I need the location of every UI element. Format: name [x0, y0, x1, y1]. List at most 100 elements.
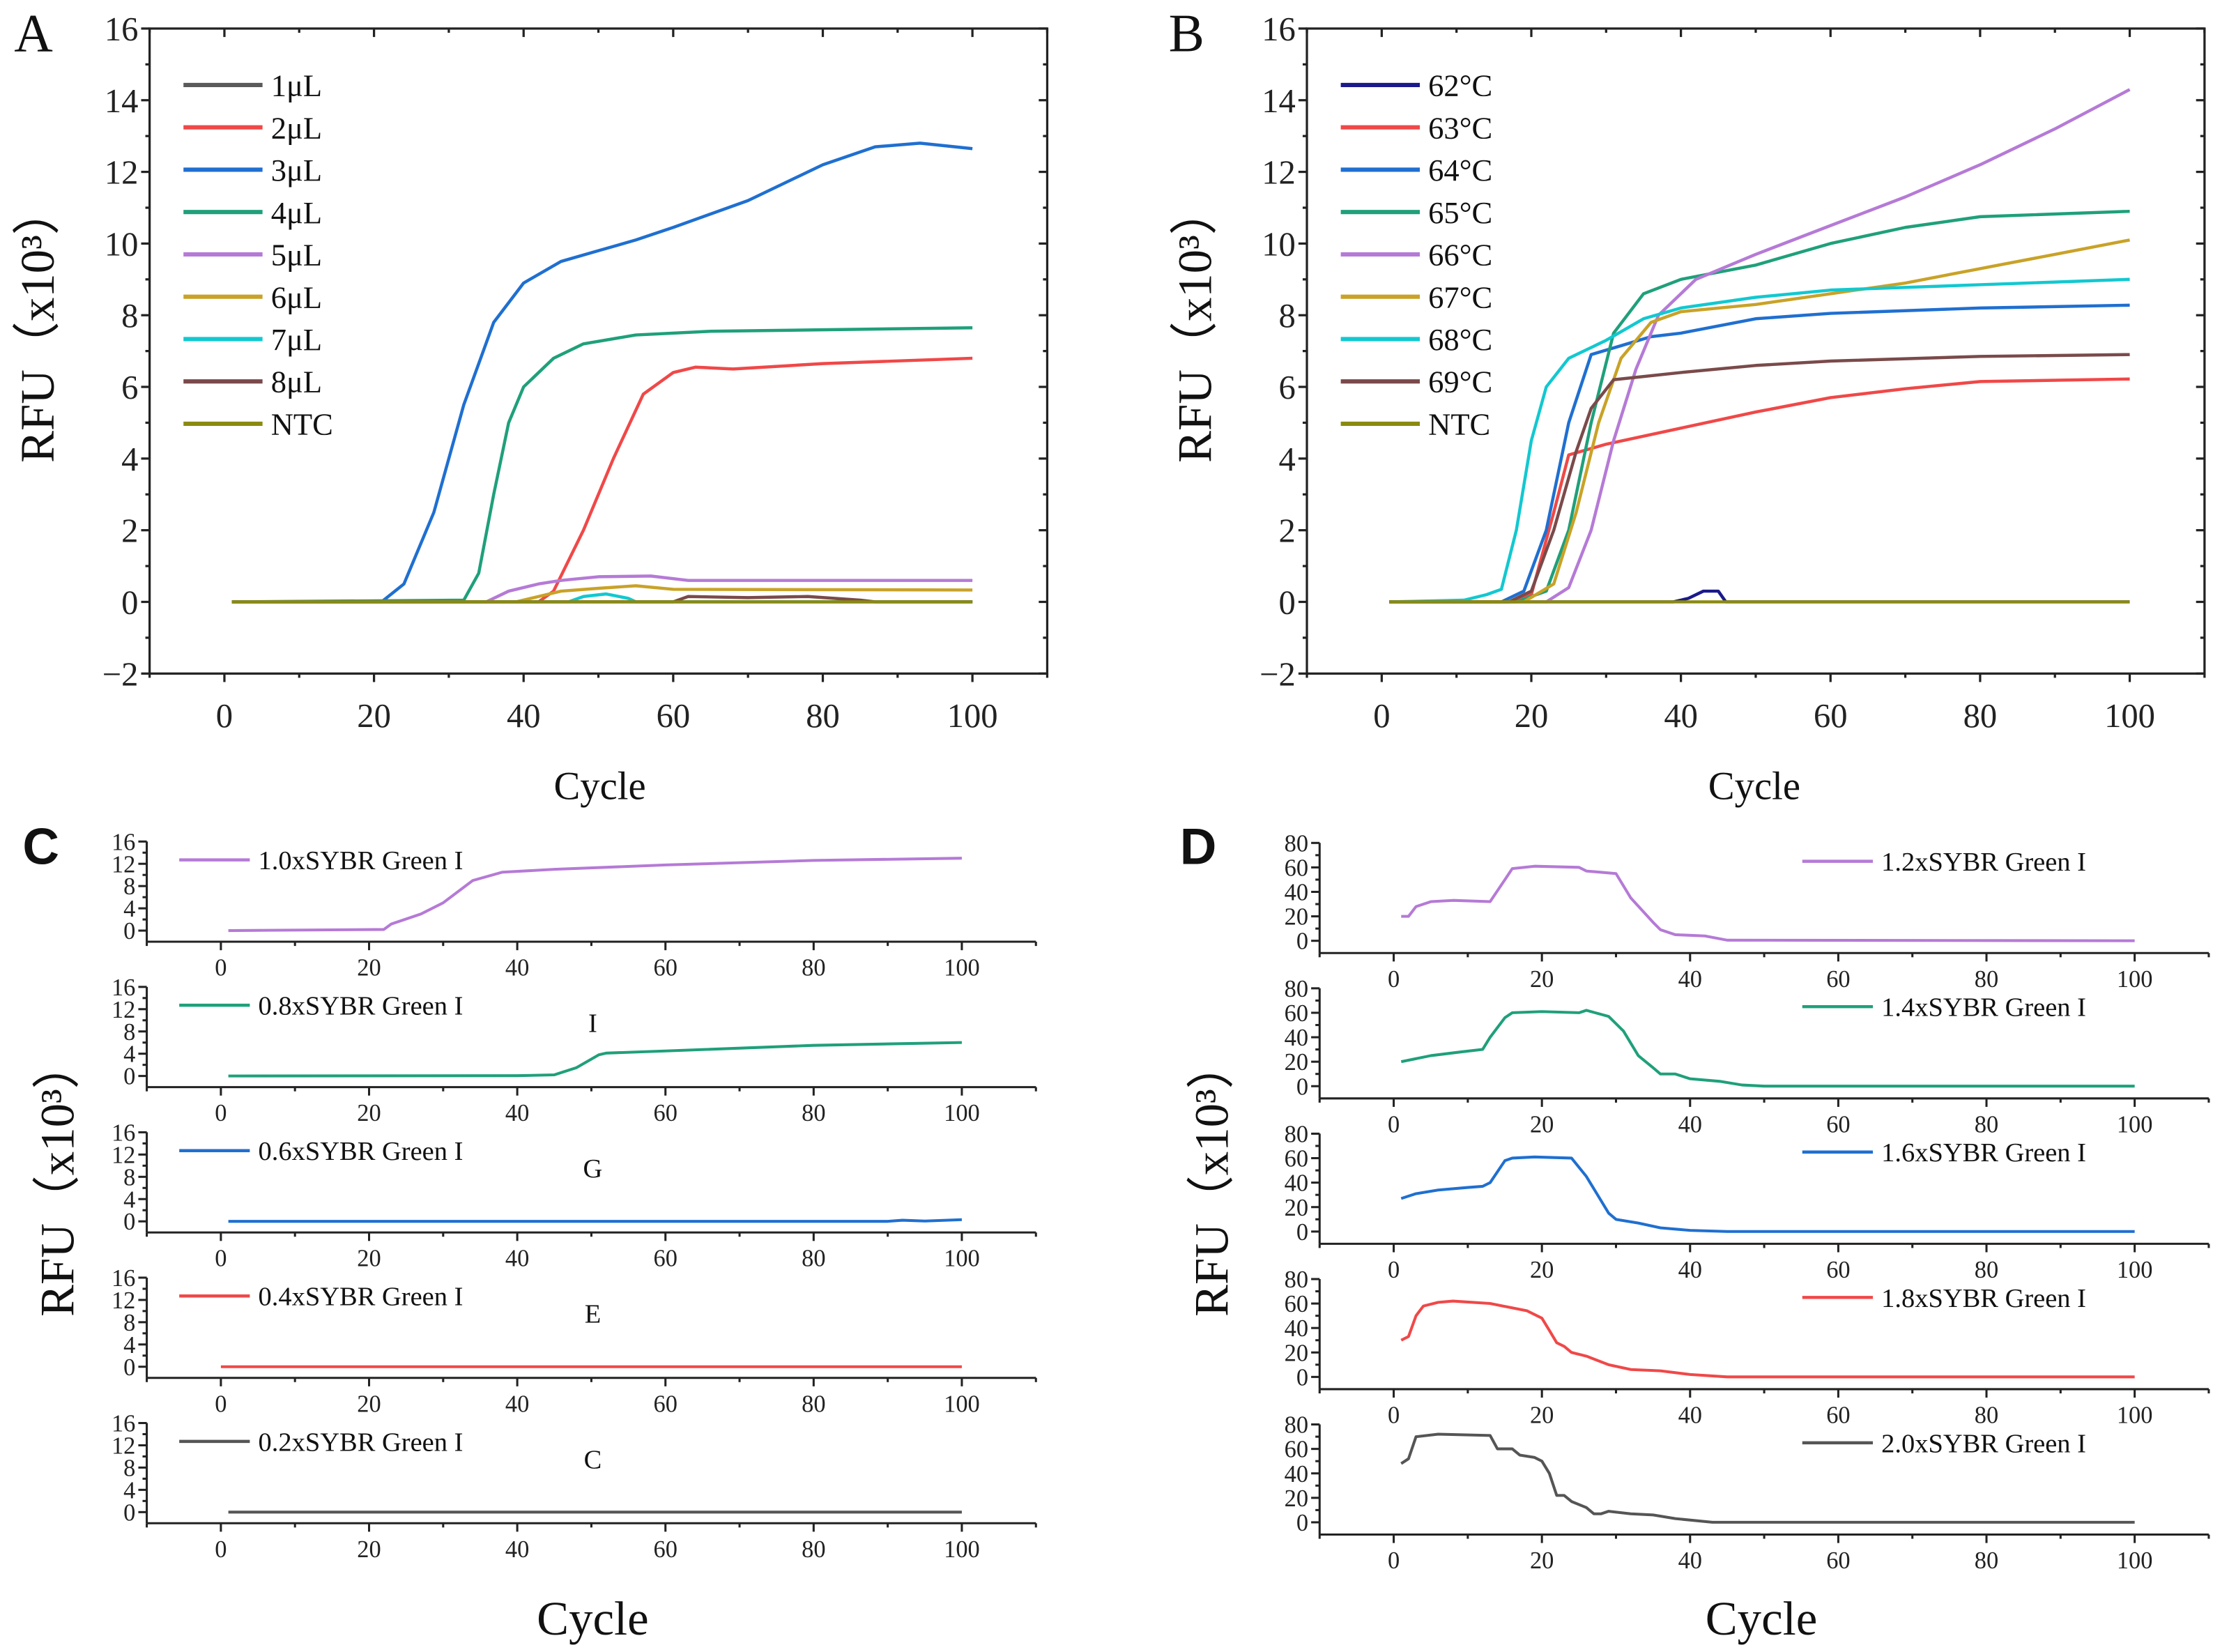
panel-label: D [1180, 819, 1217, 875]
x-tick-label: 20 [357, 1246, 381, 1272]
y-axis-label: RFU（x10³） [1168, 187, 1221, 462]
y-tick-label: 0 [1296, 1219, 1308, 1246]
y-tick-label: 0 [123, 918, 135, 944]
legend-label: NTC [1428, 407, 1490, 442]
y-tick-label: 0 [123, 1354, 135, 1381]
x-tick-label: 40 [1678, 1257, 1702, 1283]
x-tick-label: 100 [947, 697, 998, 735]
y-tick-label: 12 [112, 997, 135, 1023]
panel-a: 0 20 40 60 80 100 −2 0 2 4 6 8 10 12 14 16 A RFU（x10³） Cyc… [11, 3, 1049, 809]
x-tick-label: 100 [2104, 697, 2155, 735]
x-tick-label: 0 [1388, 1257, 1400, 1283]
series-line-5 [1389, 88, 2131, 604]
x-tick-label: 60 [657, 697, 691, 735]
y-tick-label: 40 [1285, 1025, 1308, 1051]
y-tick-label: 2 [1279, 512, 1296, 550]
legend: 1μL 2μL 3μL 4μL 5μL 6μL 7μL 8μL NTC [183, 68, 333, 442]
legend-label: 0.8xSYBR Green I [259, 992, 464, 1021]
x-tick-label: 100 [944, 1246, 980, 1272]
y-tick-label: 6 [1279, 369, 1296, 406]
series-line-1 [1400, 1299, 2135, 1379]
y-tick-label: 8 [123, 1310, 135, 1336]
y-tick-label: 40 [1285, 880, 1308, 906]
legend-label: 2μL [271, 110, 322, 145]
legend-label: 0.2xSYBR Green I [259, 1428, 464, 1457]
y-axis-label: RFU（x10³） [31, 1041, 84, 1316]
panel-b: 0 20 40 60 80 100 −2 0 2 4 6 8 10 12 14 16 B RFU（x10³） Cyc… [1168, 3, 2206, 809]
legend-label: 2.0xSYBR Green I [1881, 1429, 2086, 1458]
x-tick-label: 80 [1975, 966, 1998, 993]
y-tick-label: 16 [112, 974, 135, 1001]
series-line-2 [1389, 377, 2130, 604]
x-tick-label: 20 [357, 697, 391, 735]
y-tick-label: −2 [102, 655, 139, 693]
x-tick-label: 80 [802, 1246, 825, 1272]
y-tick-label: 0 [1296, 1073, 1308, 1100]
y-tick-label: 40 [1285, 1315, 1308, 1342]
y-tick-label: 16 [112, 1265, 135, 1292]
legend: 62°C 63°C 64°C 65°C 66°C 67°C 68°C 69°C NTC [1340, 68, 1492, 442]
x-tick-label: 100 [2117, 1547, 2153, 1574]
series-line-1 [1401, 864, 2135, 942]
y-tick-label: 16 [105, 10, 139, 48]
x-tick-label: 20 [357, 1100, 381, 1126]
y-tick-label: 16 [1262, 10, 1296, 48]
legend-label: 1.8xSYBR Green I [1881, 1284, 2086, 1313]
panel-label: B [1169, 3, 1204, 63]
panel-label: A [14, 3, 53, 63]
legend-label: 64°C [1428, 153, 1492, 188]
legend-label: 3μL [271, 153, 322, 188]
x-tick-label: 60 [1826, 1257, 1850, 1283]
legend-label: 1.2xSYBR Green I [1881, 848, 2086, 877]
legend-label: 69°C [1428, 365, 1492, 399]
series-line-6 [1389, 238, 2130, 604]
subplot-annotation: E [585, 1300, 602, 1329]
series-line-1 [228, 1218, 963, 1223]
y-tick-label: 16 [112, 1411, 135, 1437]
y-tick-label: 8 [123, 1164, 135, 1191]
x-tick-label: 40 [505, 1246, 529, 1272]
subplot-annotation: I [588, 1009, 597, 1039]
legend-label: 63°C [1428, 110, 1492, 145]
x-tick-label: 80 [802, 1536, 825, 1563]
y-tick-label: 20 [1285, 1485, 1308, 1512]
x-tick-label: 100 [2117, 1111, 2153, 1138]
y-tick-label: 4 [123, 1332, 135, 1359]
x-tick-label: 80 [802, 955, 825, 981]
x-tick-label: 60 [1826, 1547, 1850, 1574]
series-line-1 [228, 857, 962, 933]
y-tick-label: 0 [1296, 1364, 1308, 1391]
x-tick-label: 20 [1530, 1257, 1554, 1283]
series-line-1 [1400, 1155, 2135, 1233]
legend-label: 66°C [1428, 238, 1492, 273]
x-tick-label: 20 [1530, 1402, 1554, 1429]
legend-label: 62°C [1428, 68, 1492, 103]
legend-label: 1μL [271, 68, 322, 103]
x-axis-label: Cycle [553, 765, 645, 809]
x-tick-label: 20 [357, 1536, 381, 1563]
series-line-3 [231, 142, 973, 604]
x-tick-label: 80 [806, 697, 840, 735]
legend-label: 0.4xSYBR Green I [259, 1283, 464, 1312]
x-tick-label: 0 [215, 1100, 227, 1126]
y-tick-label: 40 [1285, 1461, 1308, 1487]
series-line-1 [1400, 1009, 2135, 1088]
legend-label: 0.6xSYBR Green I [259, 1137, 464, 1166]
x-tick-label: 60 [654, 1246, 677, 1272]
x-tick-label: 40 [505, 1536, 529, 1563]
x-tick-label: 80 [802, 1391, 825, 1417]
x-tick-label: 0 [215, 1391, 227, 1417]
legend-label: 65°C [1428, 195, 1492, 230]
x-tick-label: 80 [1975, 1111, 1998, 1138]
x-tick-label: 0 [1388, 966, 1400, 993]
x-tick-label: 80 [802, 1100, 825, 1126]
legend-label: 5μL [271, 238, 322, 273]
x-tick-label: 80 [1975, 1547, 1998, 1574]
